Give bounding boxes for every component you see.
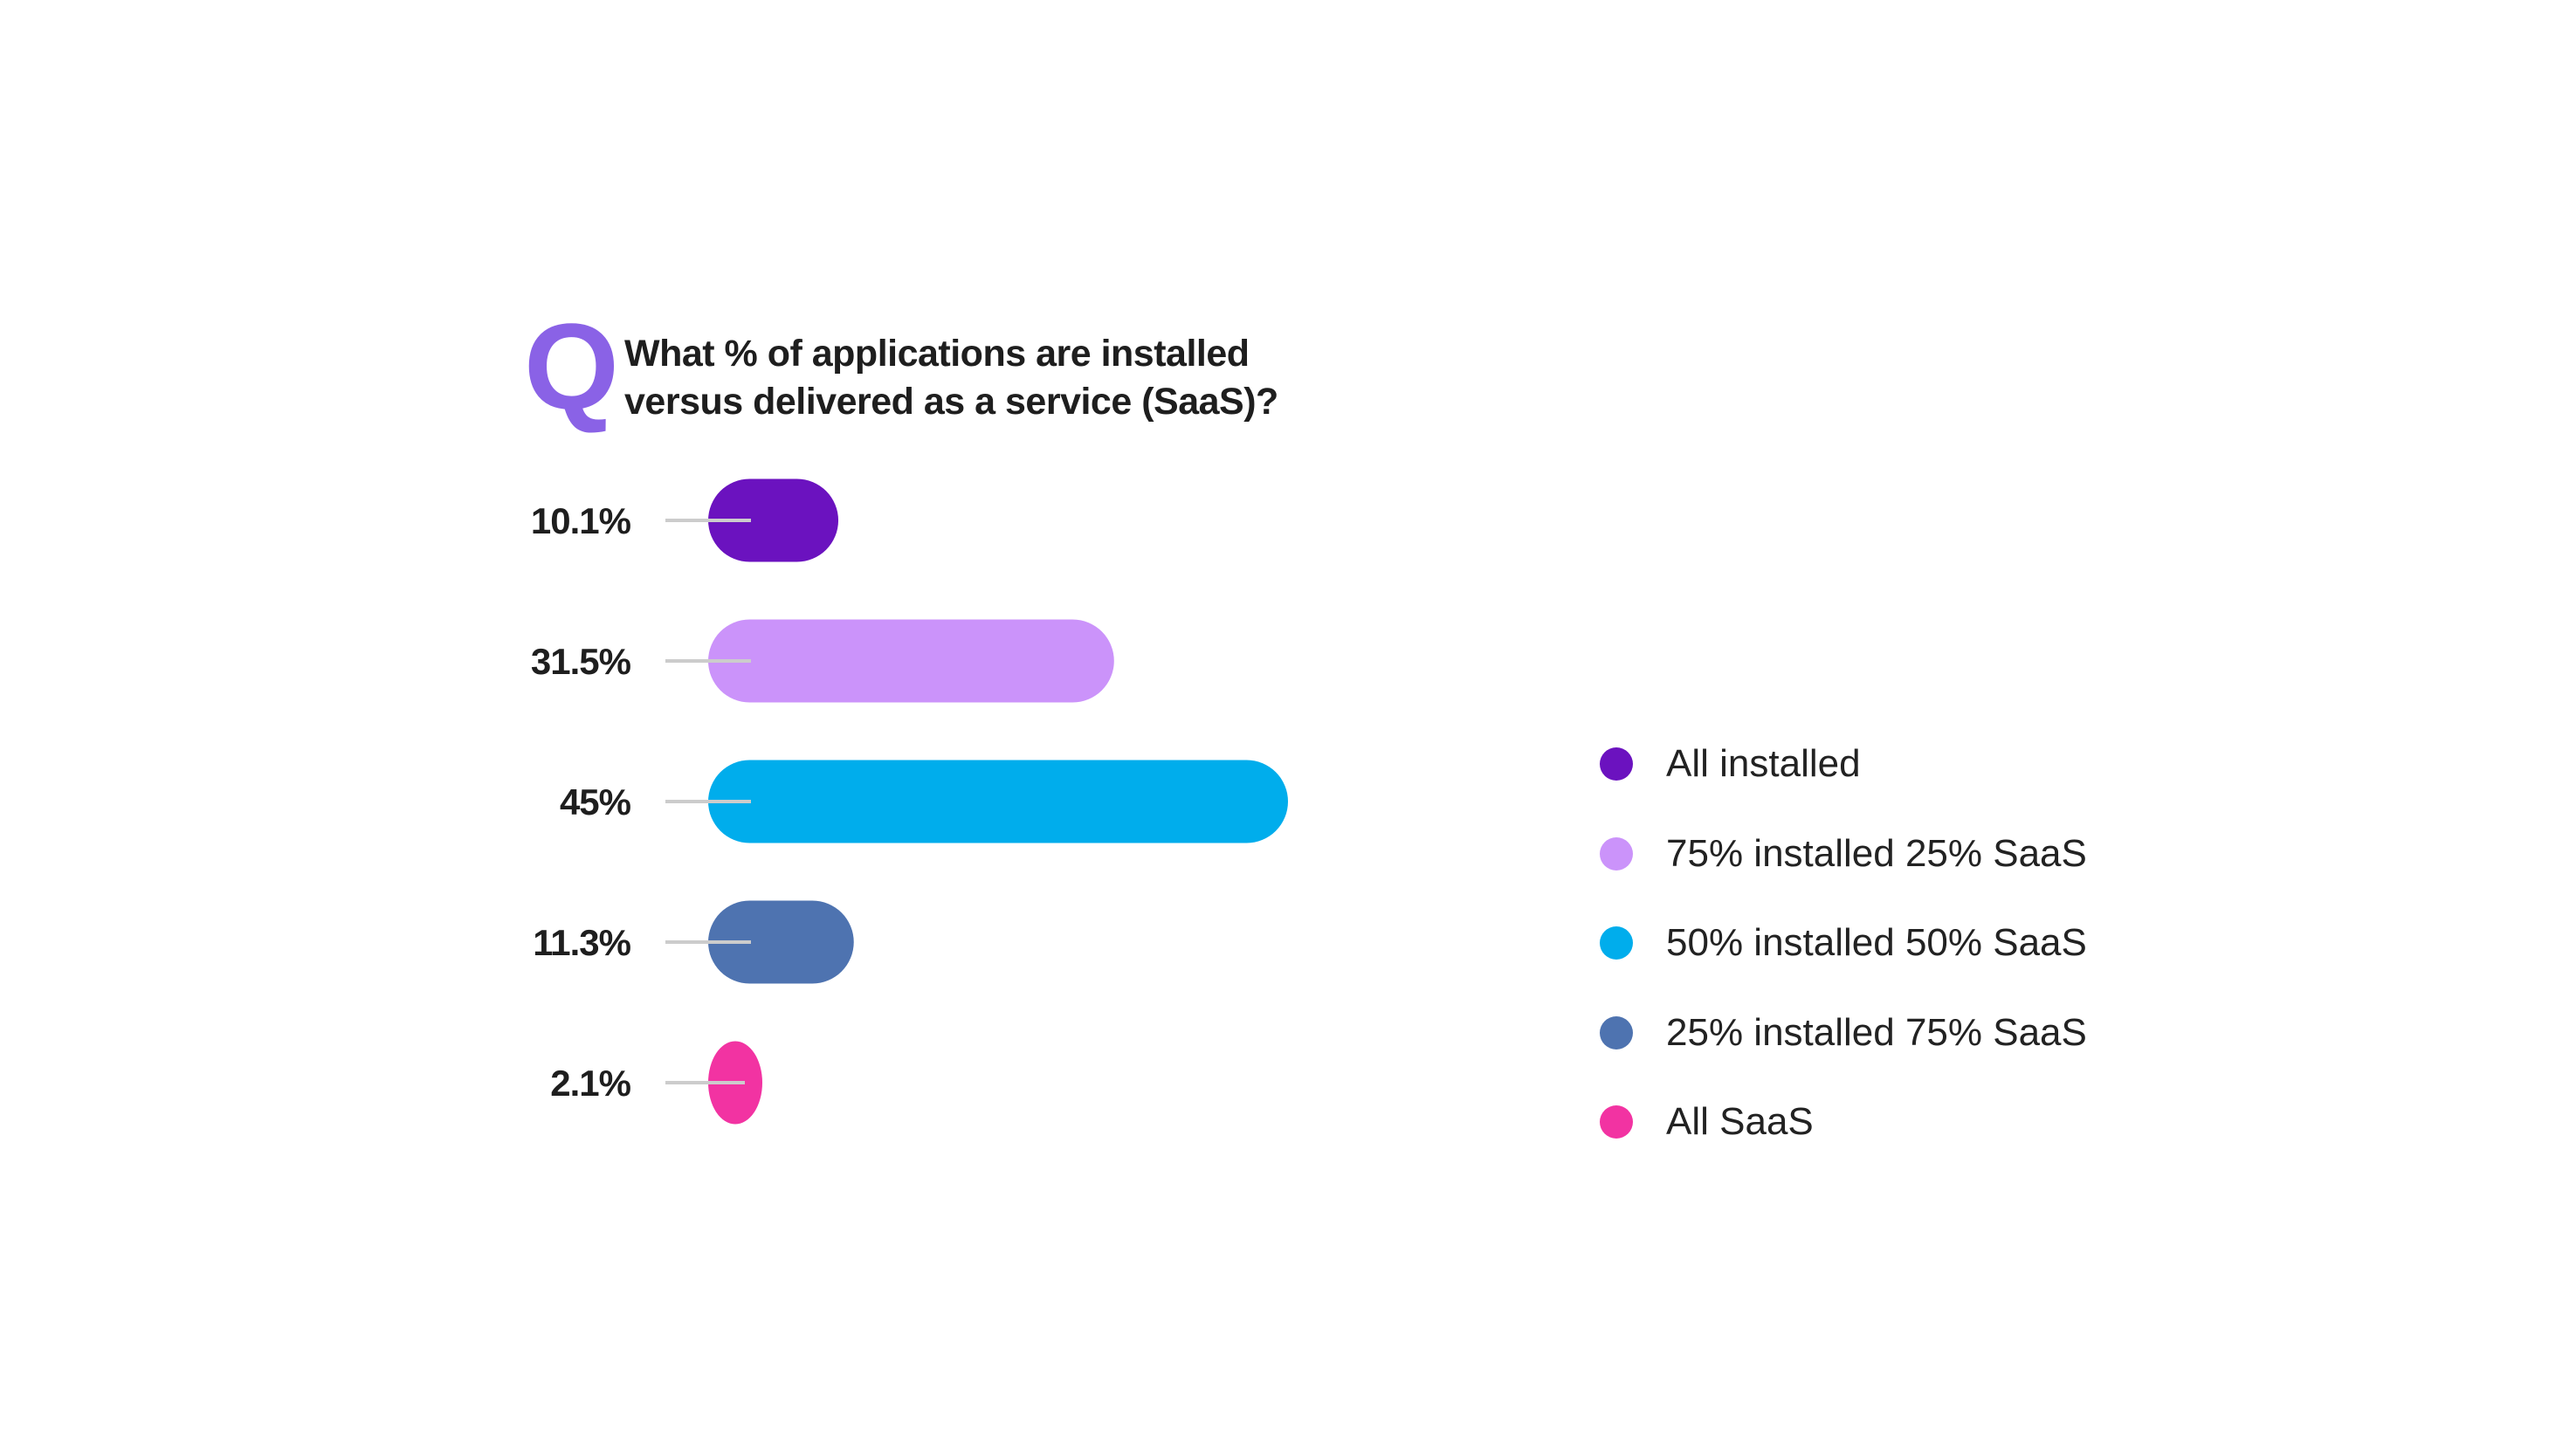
data-label: 31.5% bbox=[531, 641, 631, 682]
data-label: 10.1% bbox=[531, 500, 631, 541]
bar-2 bbox=[708, 760, 1288, 843]
legend: All installed 75% installed 25% SaaS 50%… bbox=[1600, 742, 2087, 1190]
legend-label: All installed bbox=[1666, 742, 1861, 785]
data-label: 45% bbox=[560, 781, 631, 822]
legend-dot-icon bbox=[1600, 1015, 1633, 1049]
bar-3 bbox=[708, 900, 854, 984]
legend-dot-icon bbox=[1600, 747, 1633, 781]
legend-label: 25% installed 75% SaaS bbox=[1666, 1010, 2087, 1054]
chart-title-line-1: What % of applications are installed bbox=[624, 333, 1250, 375]
legend-label: 75% installed 25% SaaS bbox=[1666, 831, 2087, 875]
legend-item: 25% installed 75% SaaS bbox=[1600, 1011, 2087, 1101]
data-label: 11.3% bbox=[533, 922, 630, 963]
bar-0 bbox=[708, 478, 839, 562]
legend-dot-icon bbox=[1600, 1105, 1633, 1139]
legend-label: 50% installed 50% SaaS bbox=[1666, 921, 2087, 964]
bar-1 bbox=[708, 619, 1114, 703]
data-label: 2.1% bbox=[550, 1063, 630, 1104]
legend-item: All installed bbox=[1600, 742, 2087, 832]
legend-dot-icon bbox=[1600, 836, 1633, 871]
q-logo-mark: Q bbox=[524, 298, 619, 435]
legend-label: All SaaS bbox=[1666, 1100, 1814, 1143]
legend-item: 50% installed 50% SaaS bbox=[1600, 921, 2087, 1011]
chart-title: What % of applications are installed ver… bbox=[624, 330, 1278, 426]
chart-title-line-2: versus delivered as a service (SaaS)? bbox=[624, 381, 1278, 423]
legend-item: All SaaS bbox=[1600, 1100, 2087, 1190]
legend-dot-icon bbox=[1600, 926, 1633, 960]
legend-item: 75% installed 25% SaaS bbox=[1600, 832, 2087, 922]
